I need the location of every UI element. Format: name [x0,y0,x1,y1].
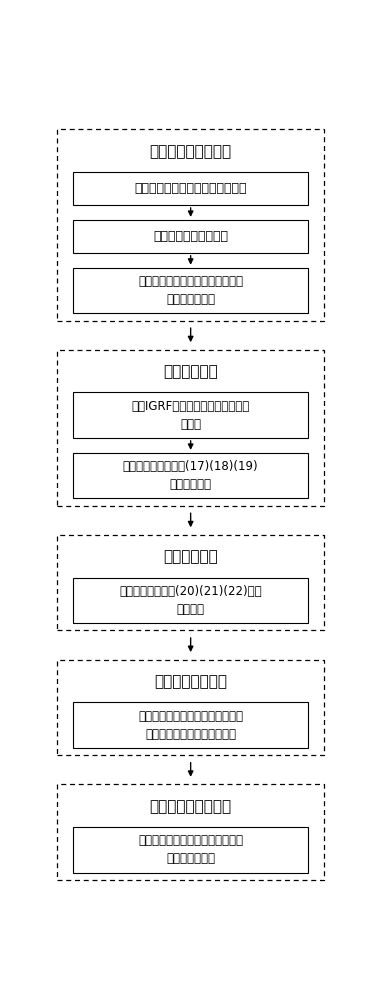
Bar [73,827,308,873]
Text: 根据剖分结构和式(20)(21)(22)计算
加权系数: 根据剖分结构和式(20)(21)(22)计算 加权系数 [119,585,262,616]
Text: 根据磁性体磁化率分布设置剖分小
棱柱体磁化率值: 根据磁性体磁化率分布设置剖分小 棱柱体磁化率值 [138,275,243,306]
Text: 根据磁化率分布和式(17)(18)(19)
计算磁化强度: 根据磁化率分布和式(17)(18)(19) 计算磁化强度 [123,460,259,491]
Text: 加权系数计算: 加权系数计算 [163,550,218,565]
Text: 设定剖分小棱柱体个数: 设定剖分小棱柱体个数 [153,230,228,243]
Bar [73,220,308,253]
Text: 复杂磁性体模型表示: 复杂磁性体模型表示 [150,144,232,159]
Bar [73,453,308,498]
Bar [73,268,308,313]
Text: 调用快速二维离散卷积算法，实现
磁化强度与加权系数卷积计算: 调用快速二维离散卷积算法，实现 磁化强度与加权系数卷积计算 [138,710,243,741]
Text: 磁场梯度张量值合成: 磁场梯度张量值合成 [150,799,232,814]
Text: 根据IGRF主磁场模型计算目标区域
主磁场: 根据IGRF主磁场模型计算目标区域 主磁场 [132,400,250,431]
Text: 根据目标区域设定棱柱体几何尺寸: 根据目标区域设定棱柱体几何尺寸 [134,182,247,195]
Text: 磁化强度计算: 磁化强度计算 [163,364,218,379]
Bar [73,172,308,205]
Bar [73,702,308,748]
Bar [57,535,324,630]
Text: 二维离散卷积计算: 二维离散卷积计算 [154,674,227,689]
Bar [57,350,324,506]
Bar [73,578,308,623]
Bar [57,129,324,321]
Bar [57,660,324,755]
Bar [57,784,324,880]
Bar [73,392,308,438]
Text: 各层离散卷积计算结果累加，得到
磁场梯度张量值: 各层离散卷积计算结果累加，得到 磁场梯度张量值 [138,834,243,865]
